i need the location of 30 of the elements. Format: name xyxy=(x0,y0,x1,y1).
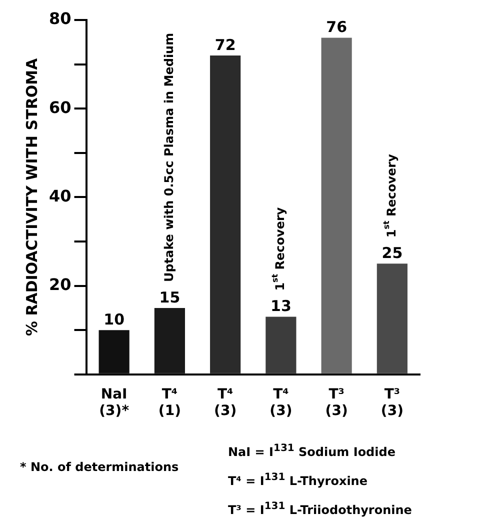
text: T⁴ = I$^{131}$ L-Thyroxine xyxy=(228,471,368,490)
data-label: 13 xyxy=(270,297,292,316)
data-label: 10 xyxy=(104,310,125,328)
bar xyxy=(98,330,130,374)
annotation: 1st Recovery xyxy=(382,154,398,238)
y-tick-label: 80 xyxy=(49,9,72,28)
annotation: Uptake with 0.5cc Plasma in Medium xyxy=(162,32,176,282)
annotation: 1st Recovery xyxy=(270,207,288,291)
x-tick-label: T³ (3) xyxy=(325,386,348,420)
bar xyxy=(154,308,185,374)
x-tick-label: T⁴ (1) xyxy=(158,386,181,420)
x-tick-label: NaI (3)* xyxy=(99,386,130,420)
text: NaI = I$^{131}$ Sodium Iodide xyxy=(228,442,396,461)
x-tick-label: T⁴ (3) xyxy=(214,386,237,420)
data-label: 72 xyxy=(214,36,236,54)
text: T³ = I$^{131}$ L-Triiodothyronine xyxy=(228,500,412,519)
data-label: 76 xyxy=(326,18,348,36)
data-label: 15 xyxy=(159,288,180,306)
y-tick-label: 60 xyxy=(49,98,72,117)
data-label: 25 xyxy=(382,244,403,262)
y-axis-title: % RADIOACTIVITY WITH STROMA xyxy=(22,58,41,336)
text: * No. of determinations xyxy=(20,460,179,474)
x-tick-label: T⁴ (3) xyxy=(270,386,292,420)
y-tick-label: 20 xyxy=(49,274,72,294)
bar xyxy=(266,316,296,374)
y-tick-label: 40 xyxy=(49,186,72,206)
bar xyxy=(210,55,241,374)
bar xyxy=(321,38,352,374)
bar xyxy=(376,264,408,374)
x-tick-label: T³ (3) xyxy=(380,386,404,420)
